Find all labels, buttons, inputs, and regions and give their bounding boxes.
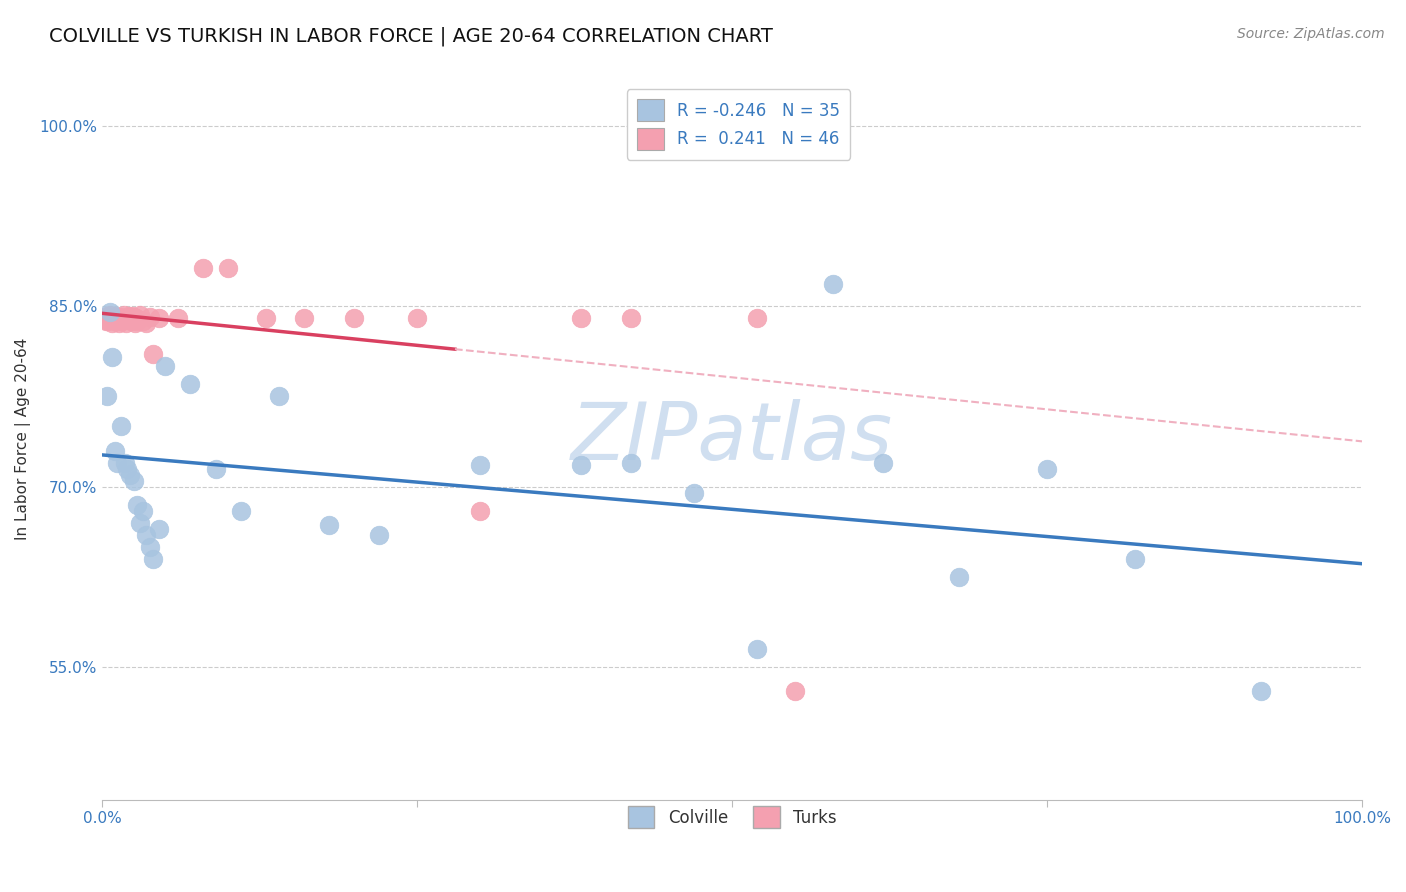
Point: [124, 316, 146, 330]
Point: [104, 313, 127, 327]
Point: [98, 308, 121, 322]
Point: [821, 277, 844, 292]
Point: [118, 309, 141, 323]
Point: [468, 504, 491, 518]
Text: ZIPatlas: ZIPatlas: [571, 400, 893, 477]
Point: [122, 310, 145, 324]
Point: [110, 313, 132, 327]
Point: [1036, 461, 1059, 475]
Point: [142, 347, 165, 361]
Point: [468, 458, 491, 472]
Point: [569, 458, 592, 472]
Point: [105, 311, 128, 326]
Point: [120, 313, 142, 327]
Point: [101, 316, 124, 330]
Point: [118, 467, 141, 482]
Point: [93, 311, 115, 326]
Point: [112, 308, 135, 322]
Point: [131, 504, 153, 518]
Point: [125, 311, 148, 326]
Point: [139, 540, 162, 554]
Point: [127, 313, 149, 327]
Point: [96, 389, 118, 403]
Point: [108, 310, 131, 324]
Point: [683, 485, 706, 500]
Point: [135, 528, 157, 542]
Point: [620, 456, 643, 470]
Point: [104, 443, 127, 458]
Point: [103, 310, 125, 324]
Point: [229, 504, 252, 518]
Point: [872, 456, 894, 470]
Point: [267, 389, 290, 403]
Legend: Colville, Turks: Colville, Turks: [621, 800, 844, 835]
Point: [783, 684, 806, 698]
Point: [292, 311, 315, 326]
Point: [98, 305, 121, 319]
Text: Source: ZipAtlas.com: Source: ZipAtlas.com: [1237, 27, 1385, 41]
Point: [318, 518, 340, 533]
Point: [122, 474, 145, 488]
Point: [139, 310, 162, 324]
Point: [569, 311, 592, 326]
Point: [107, 316, 129, 330]
Point: [191, 260, 214, 275]
Point: [368, 528, 391, 542]
Point: [204, 461, 226, 475]
Text: COLVILLE VS TURKISH IN LABOR FORCE | AGE 20-64 CORRELATION CHART: COLVILLE VS TURKISH IN LABOR FORCE | AGE…: [49, 27, 773, 46]
Point: [105, 309, 128, 323]
Point: [948, 570, 970, 584]
Point: [747, 311, 769, 326]
Point: [129, 516, 152, 530]
Point: [179, 377, 201, 392]
Point: [747, 642, 769, 657]
Point: [1123, 551, 1146, 566]
Point: [101, 350, 124, 364]
Point: [121, 309, 143, 323]
Point: [115, 316, 138, 330]
Point: [111, 311, 134, 326]
Point: [406, 311, 429, 326]
Point: [100, 311, 122, 326]
Point: [129, 308, 152, 322]
Point: [131, 313, 153, 327]
Point: [114, 456, 136, 470]
Point: [217, 260, 239, 275]
Point: [96, 309, 118, 323]
Point: [135, 316, 157, 330]
Point: [153, 359, 176, 374]
Point: [127, 498, 149, 512]
Point: [1250, 684, 1272, 698]
Point: [117, 311, 139, 326]
Point: [148, 311, 170, 326]
Point: [166, 311, 188, 326]
Point: [94, 313, 117, 327]
Point: [343, 311, 366, 326]
Point: [117, 461, 139, 475]
Point: [148, 522, 170, 536]
Point: [254, 311, 277, 326]
Point: [105, 456, 128, 470]
Point: [97, 313, 120, 327]
Point: [142, 551, 165, 566]
Point: [721, 120, 744, 135]
Point: [118, 311, 141, 326]
Y-axis label: In Labor Force | Age 20-64: In Labor Force | Age 20-64: [15, 337, 31, 540]
Point: [114, 311, 136, 326]
Point: [620, 311, 643, 326]
Point: [110, 419, 132, 434]
